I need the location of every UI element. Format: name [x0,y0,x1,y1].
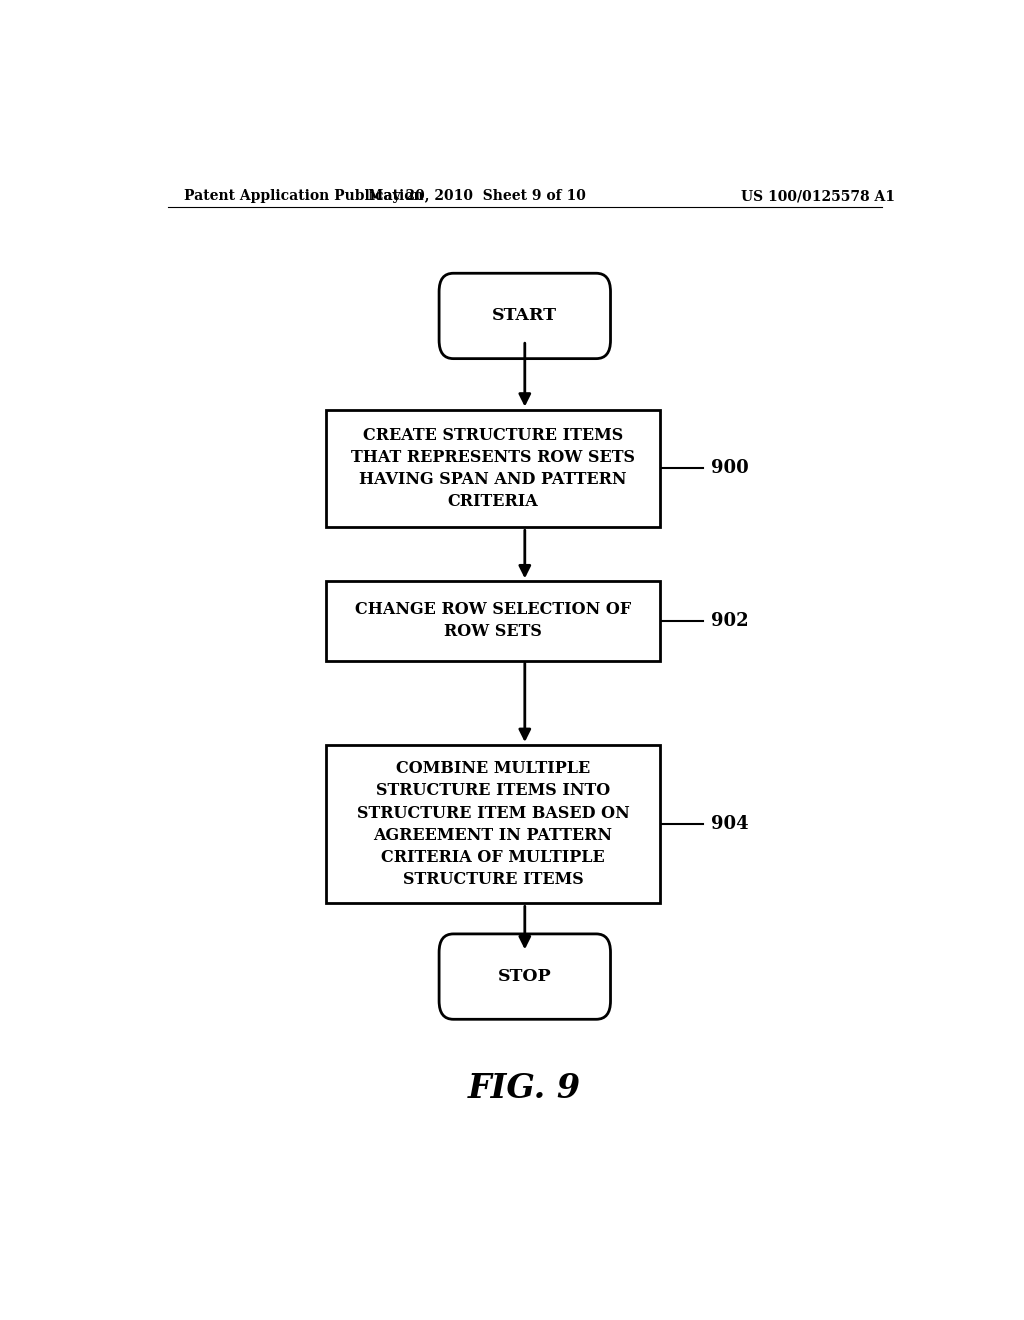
Bar [327,411,659,527]
Text: 900: 900 [712,459,749,478]
FancyBboxPatch shape [439,273,610,359]
Text: FIG. 9: FIG. 9 [468,1072,582,1105]
Text: CHANGE ROW SELECTION OF
ROW SETS: CHANGE ROW SELECTION OF ROW SETS [355,602,631,640]
Bar [327,581,659,660]
Text: COMBINE MULTIPLE
STRUCTURE ITEMS INTO
STRUCTURE ITEM BASED ON
AGREEMENT IN PATTE: COMBINE MULTIPLE STRUCTURE ITEMS INTO ST… [356,760,630,888]
Text: May 20, 2010  Sheet 9 of 10: May 20, 2010 Sheet 9 of 10 [369,189,586,203]
Text: US 100/0125578 A1: US 100/0125578 A1 [741,189,895,203]
Text: Patent Application Publication: Patent Application Publication [183,189,423,203]
FancyBboxPatch shape [439,935,610,1019]
Bar [327,746,659,903]
Text: 904: 904 [712,816,749,833]
Text: STOP: STOP [498,968,552,985]
Text: 902: 902 [712,612,749,630]
Text: CREATE STRUCTURE ITEMS
THAT REPRESENTS ROW SETS
HAVING SPAN AND PATTERN
CRITERIA: CREATE STRUCTURE ITEMS THAT REPRESENTS R… [351,426,635,511]
Text: START: START [493,308,557,325]
